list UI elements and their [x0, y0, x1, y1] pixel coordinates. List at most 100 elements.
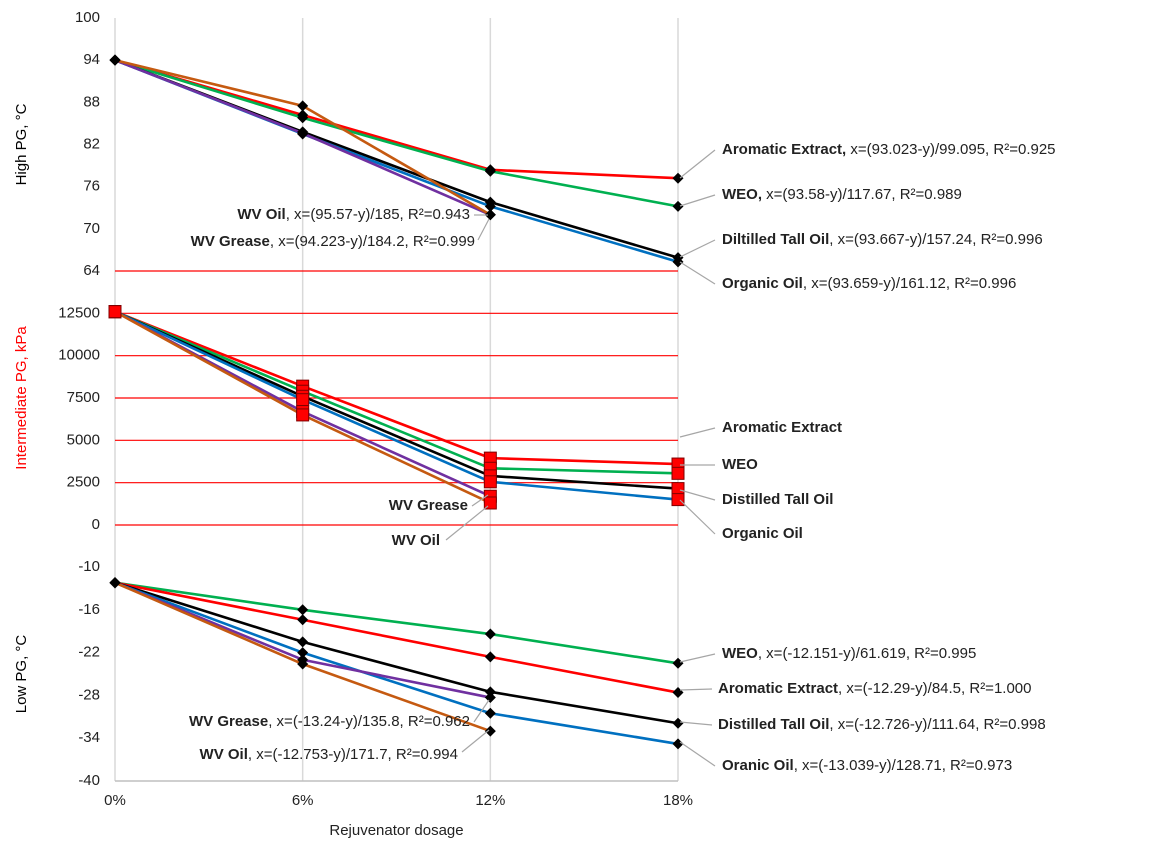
leader-line [461, 729, 490, 753]
marker [484, 686, 496, 698]
y-axis-title: High PG, °C [13, 103, 30, 185]
leader-line [471, 494, 489, 507]
marker [672, 717, 684, 729]
annotation-name: WEO, [722, 186, 762, 203]
y-tick-label: 88 [83, 93, 100, 110]
y-tick-label: 64 [83, 262, 100, 279]
annotation-text: , x=(-12.29-y)/84.5, R²=1.000 [838, 680, 1031, 697]
x-tick-label: 12% [475, 792, 505, 809]
x-axis-title: Rejuvenator dosage [329, 822, 463, 839]
y-tick-label: -40 [78, 772, 100, 789]
series-line [114, 310, 679, 475]
marker [109, 54, 121, 66]
marker [672, 687, 684, 699]
annotation: WV Grease, x=(-13.24-y)/135.8, R²=0.962 [189, 713, 470, 730]
annotation-text: , x=(93.659-y)/161.12, R²=0.996 [803, 275, 1016, 292]
leader-line [473, 699, 490, 723]
series-line [114, 581, 679, 725]
leader-line [679, 489, 716, 501]
leader-line [679, 261, 716, 285]
series-line [114, 581, 679, 694]
y-tick-label: 94 [83, 51, 100, 68]
series-line [114, 58, 679, 180]
y-tick-label: -28 [78, 686, 100, 703]
marker [672, 657, 684, 669]
marker [297, 604, 309, 616]
y-tick-label: -16 [78, 601, 100, 618]
annotation-name: Organic Oil [722, 275, 803, 292]
y-tick-label: 10000 [58, 347, 100, 364]
annotation: WV Grease [389, 497, 468, 514]
y-tick-label: 12500 [58, 304, 100, 321]
marker [109, 577, 121, 589]
annotation-text: , x=(-12.753-y)/171.7, R²=0.994 [248, 746, 458, 763]
leader-line [679, 499, 716, 535]
marker [671, 466, 685, 480]
marker [672, 256, 684, 268]
annotation: WEO [722, 456, 758, 473]
x-tick-label: 18% [663, 792, 693, 809]
marker [484, 200, 496, 212]
y-tick-label: 5000 [67, 431, 100, 448]
x-tick-label: 6% [292, 792, 314, 809]
leader-line [679, 194, 716, 207]
annotation-name: Distilled Tall Oil [722, 491, 833, 508]
leader-line [679, 149, 716, 179]
annotation-name: Diltilled Tall Oil [722, 231, 829, 248]
marker [484, 628, 496, 640]
marker [484, 707, 496, 719]
y-tick-label: 7500 [67, 389, 100, 406]
y-axis-title: Low PG, °C [13, 635, 30, 714]
annotation: Distilled Tall Oil, x=(-12.726-y)/111.64… [718, 716, 1046, 733]
annotation: WEO, x=(93.58-y)/117.67, R²=0.989 [722, 186, 962, 203]
marker [297, 647, 309, 659]
annotation: WV Oil, x=(-12.753-y)/171.7, R²=0.994 [200, 746, 458, 763]
marker [484, 165, 496, 177]
series-line [114, 581, 679, 746]
leader-line [679, 741, 716, 767]
marker [297, 127, 309, 139]
marker [672, 172, 684, 184]
annotation: WEO, x=(-12.151-y)/61.619, R²=0.995 [722, 645, 976, 662]
marker [671, 493, 685, 507]
annotation: WV Grease, x=(94.223-y)/184.2, R²=0.999 [191, 233, 475, 250]
annotation: Aromatic Extract, x=(93.023-y)/99.095, R… [722, 141, 1056, 158]
y-axis-title: Intermediate PG, kPa [13, 326, 30, 470]
marker [484, 725, 496, 737]
y-tick-label: 0 [92, 516, 100, 533]
annotation-name: WV Grease [389, 497, 468, 514]
y-tick-label: -10 [78, 558, 100, 575]
annotation: WV Oil [392, 532, 440, 549]
y-tick-label: 100 [75, 9, 100, 26]
y-tick-label: 2500 [67, 474, 100, 491]
marker [484, 651, 496, 663]
y-tick-label: -22 [78, 644, 100, 661]
marker [484, 209, 496, 221]
marker [297, 112, 309, 124]
annotation-text: x=(93.023-y)/99.095, R²=0.925 [846, 141, 1055, 158]
y-tick-label: 82 [83, 135, 100, 152]
annotation-text: , x=(-13.24-y)/135.8, R²=0.962 [268, 713, 470, 730]
leader-line [679, 239, 716, 258]
leader-line [679, 721, 713, 726]
annotation-text: , x=(-12.726-y)/111.64, R²=0.998 [829, 716, 1045, 733]
marker [484, 692, 496, 704]
annotation-text: x=(93.58-y)/117.67, R²=0.989 [762, 186, 962, 203]
marker [297, 658, 309, 670]
annotation: WV Oil, x=(95.57-y)/185, R²=0.943 [237, 206, 470, 223]
annotation-name: WV Oil [200, 746, 248, 763]
annotation-text: , x=(93.667-y)/157.24, R²=0.996 [829, 231, 1042, 248]
annotation: Aromatic Extract [722, 419, 842, 436]
series-line [114, 310, 679, 466]
series-line [114, 58, 679, 208]
annotation-name: WEO [722, 456, 758, 473]
annotation-name: Oranic Oil [722, 757, 794, 774]
annotation: Oranic Oil, x=(-13.039-y)/128.71, R²=0.9… [722, 757, 1012, 774]
annotation-name: WEO [722, 645, 758, 662]
marker [297, 636, 309, 648]
series-line [114, 310, 679, 490]
series-line [114, 310, 679, 501]
annotation: Distilled Tall Oil [722, 491, 833, 508]
annotation-text: , x=(95.57-y)/185, R²=0.943 [286, 206, 470, 223]
